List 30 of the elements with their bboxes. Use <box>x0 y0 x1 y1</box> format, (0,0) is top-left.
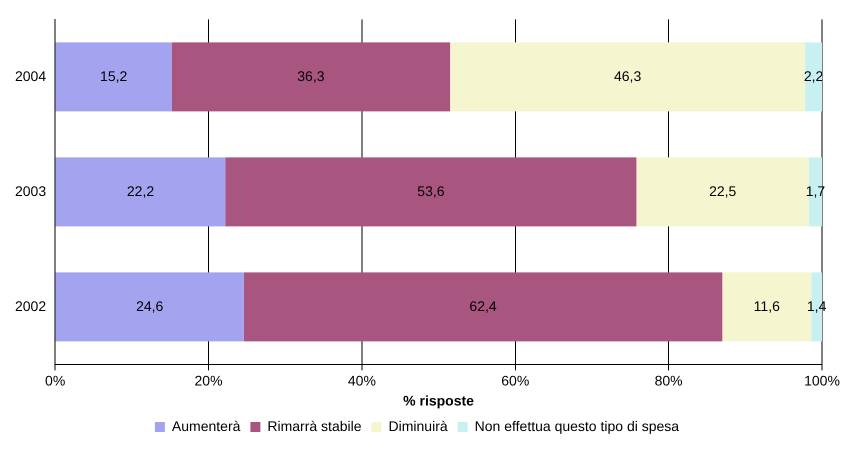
x-tick-label: 100% <box>804 372 840 389</box>
data-label: 53,6 <box>417 182 445 199</box>
data-label: 62,4 <box>469 298 497 314</box>
data-label: 15,2 <box>100 68 128 84</box>
legend-label: Aumenterà <box>172 418 241 434</box>
bar <box>56 272 244 342</box>
x-tick-label: 20% <box>194 372 223 389</box>
legend-label: Rimarrà stabile <box>267 418 362 434</box>
bar <box>56 157 226 226</box>
bar <box>450 42 806 112</box>
legend-label: Non effettua questo tipo di spesa <box>474 418 680 434</box>
y-tick-label: 2003 <box>14 182 46 199</box>
x-tick-label: 0% <box>45 372 66 389</box>
x-tick-label: 60% <box>501 372 530 389</box>
bar <box>172 42 450 112</box>
data-label: 22,2 <box>126 182 154 199</box>
data-label: 11,6 <box>754 298 780 314</box>
x-axis-title: % risposte <box>403 392 474 408</box>
data-label: 46,3 <box>614 68 642 84</box>
data-label: 24,6 <box>136 298 164 314</box>
data-label: 22,5 <box>709 182 737 199</box>
y-tick-label: 2002 <box>14 298 46 314</box>
x-tick-label: 40% <box>348 372 376 389</box>
y-tick-label: 2004 <box>14 68 46 84</box>
legend-label: Diminuirà <box>388 418 448 434</box>
bar <box>56 42 172 112</box>
x-tick-label: 80% <box>654 372 683 389</box>
data-label: 36,3 <box>297 68 325 84</box>
bar <box>225 157 636 226</box>
bar <box>244 272 722 342</box>
